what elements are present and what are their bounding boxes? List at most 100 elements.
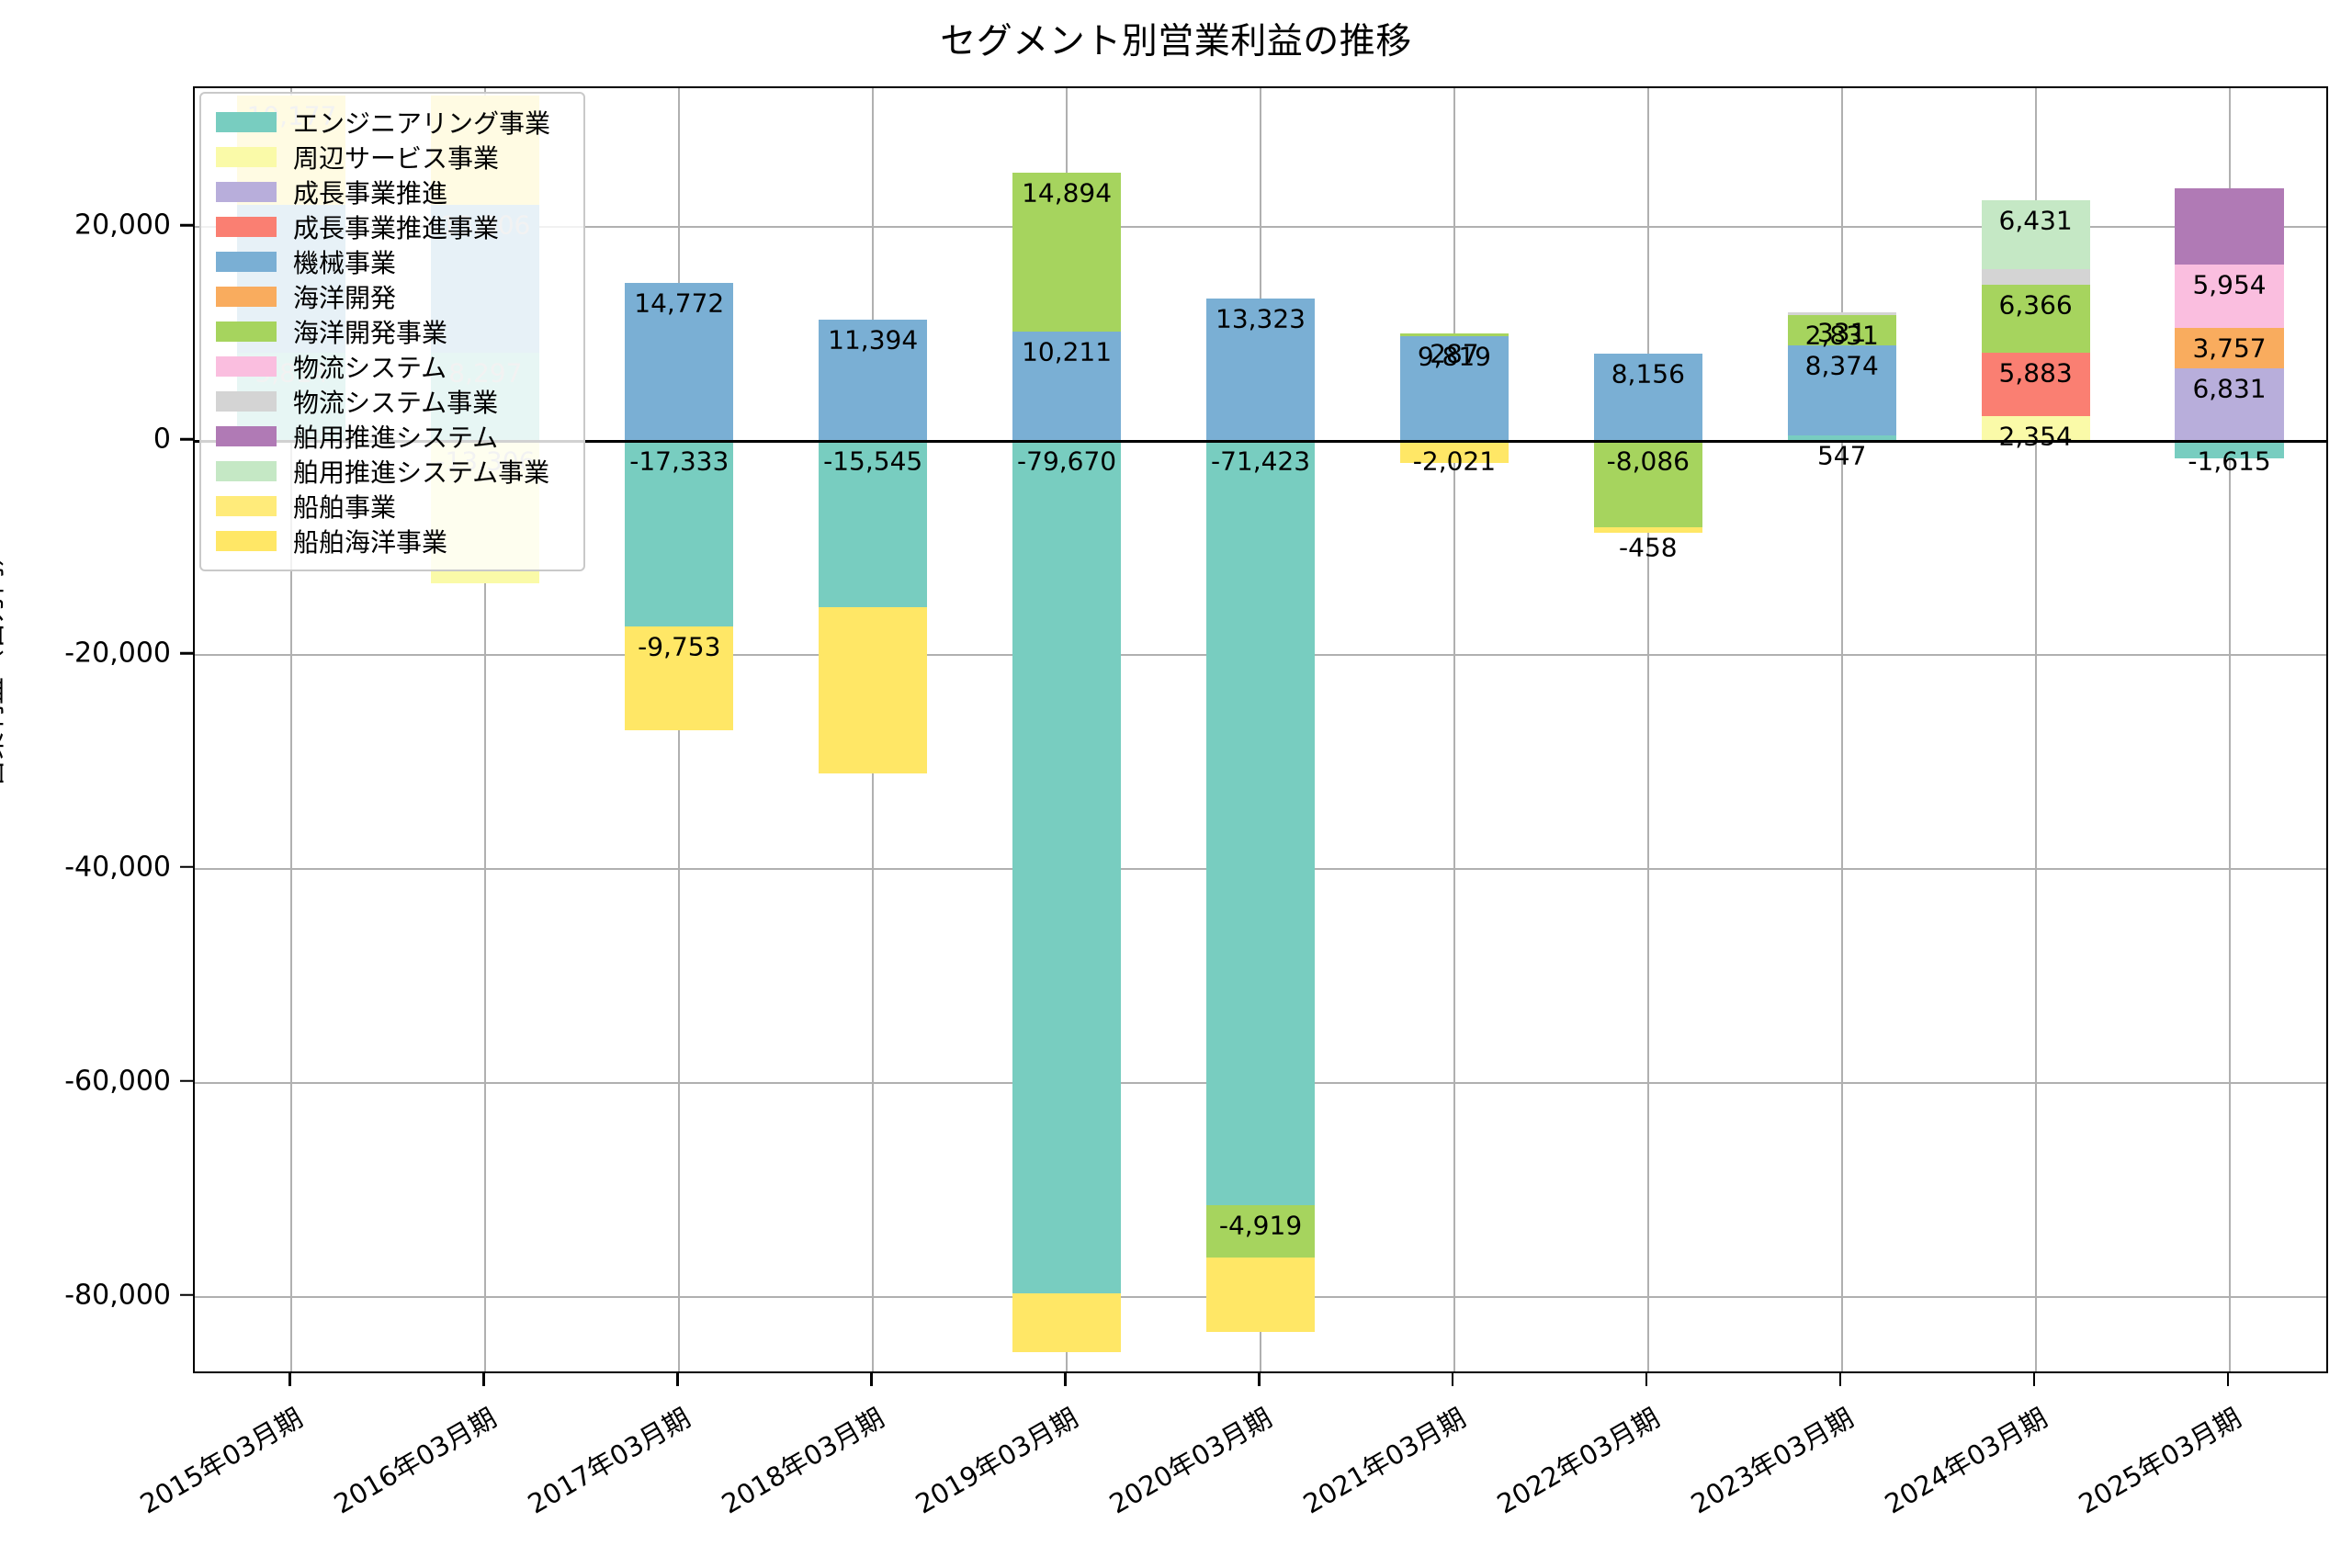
- bar-segment: [2175, 441, 2284, 458]
- legend-item-1[interactable]: 周辺サービス事業: [216, 140, 571, 175]
- bar-segment: [1205, 1257, 1316, 1333]
- legend-item-9[interactable]: 舶用推進システム: [216, 419, 571, 454]
- legend-item-label: 物流システム事業: [293, 388, 499, 418]
- bar-segment: [1399, 441, 1509, 463]
- bar-segment: [1012, 441, 1122, 1293]
- bar-segment: [819, 319, 928, 442]
- legend-item-3[interactable]: 成長事業推進事業: [216, 209, 571, 244]
- legend-item-0[interactable]: エンジニアリング事業: [216, 105, 571, 140]
- page-title: セグメント別営業利益の推移: [940, 21, 1412, 62]
- y-tick-mark: [180, 224, 193, 227]
- bar-segment: [1012, 1292, 1122, 1352]
- legend-item-label: エンジニアリング事業: [293, 108, 551, 139]
- bar-segment: [1787, 315, 1896, 346]
- legend-swatch-icon: [216, 426, 277, 446]
- legend-item-label: 船舶海洋事業: [293, 527, 448, 558]
- x-tick-mark: [482, 1373, 485, 1386]
- bar-segment: [1205, 299, 1316, 442]
- legend-item-4[interactable]: 機械事業: [216, 244, 571, 279]
- legend-swatch-icon: [216, 217, 277, 237]
- y-tick-label: -40,000: [64, 851, 171, 884]
- legend-item-label: 周辺サービス事業: [293, 143, 500, 174]
- legend-item-label: 舶用推進システム: [293, 423, 499, 453]
- bar-segment: [1012, 172, 1122, 333]
- legend-swatch-icon: [216, 496, 277, 516]
- legend-swatch-icon: [216, 252, 277, 272]
- legend-swatch-icon: [216, 147, 277, 167]
- bar-segment: [819, 607, 928, 773]
- bar-segment: [1593, 441, 1702, 528]
- bar-segment: [1981, 285, 2090, 354]
- bar-segment: [1399, 333, 1509, 336]
- legend-swatch-icon: [216, 356, 277, 377]
- legend-item-7[interactable]: 物流システム: [216, 349, 571, 384]
- y-tick-label: -60,000: [64, 1065, 171, 1098]
- legend-swatch-icon: [216, 112, 277, 132]
- bar-segment: [625, 441, 734, 626]
- legend-swatch-icon: [216, 321, 277, 342]
- legend-swatch-icon: [216, 461, 277, 481]
- legend-item-label: 海洋開発: [293, 283, 397, 313]
- legend-item-label: 舶用推進システム事業: [293, 457, 550, 488]
- legend-item-6[interactable]: 海洋開発事業: [216, 314, 571, 349]
- bar-segment: [625, 283, 734, 442]
- bar-segment: [819, 441, 928, 608]
- legend-swatch-icon: [216, 182, 277, 202]
- legend-item-2[interactable]: 成長事業推進: [216, 175, 571, 209]
- x-tick-mark: [1451, 1373, 1454, 1386]
- bar-segment: [1593, 527, 1702, 533]
- y-tick-label: 0: [153, 423, 171, 456]
- bar-segment: [2175, 367, 2284, 442]
- bar-segment: [1399, 335, 1509, 442]
- legend-item-11[interactable]: 船舶事業: [216, 489, 571, 524]
- bar-segment: [625, 626, 734, 731]
- legend-item-5[interactable]: 海洋開発: [216, 279, 571, 314]
- x-tick-mark: [2226, 1373, 2230, 1386]
- legend-item-label: 船舶事業: [293, 492, 397, 523]
- y-tick-label: 20,000: [74, 209, 171, 242]
- y-tick-mark: [180, 1293, 193, 1296]
- gridline-vertical: [1840, 88, 1843, 1371]
- bar-segment: [1981, 415, 2090, 442]
- legend-swatch-icon: [216, 287, 277, 307]
- gridline-vertical: [484, 88, 487, 1371]
- bar-segment: [2175, 327, 2284, 368]
- x-tick-mark: [1064, 1373, 1067, 1386]
- y-tick-mark: [180, 651, 193, 655]
- bar-segment: [1981, 269, 2090, 286]
- chart-legend: エンジニアリング事業 周辺サービス事業 成長事業推進 成長事業推進事業機械事業海洋開発…: [199, 92, 585, 571]
- legend-swatch-icon: [216, 531, 277, 551]
- x-tick-mark: [288, 1373, 291, 1386]
- legend-item-label: 物流システム: [293, 353, 447, 383]
- bar-segment: [1787, 434, 1896, 442]
- x-tick-mark: [1258, 1373, 1261, 1386]
- bar-segment: [1787, 345, 1896, 435]
- x-tick-mark: [2032, 1373, 2036, 1386]
- gridline-vertical: [2034, 88, 2037, 1371]
- legend-item-12[interactable]: 船舶海洋事業: [216, 524, 571, 558]
- y-tick-mark: [180, 1079, 193, 1082]
- legend-swatch-icon: [216, 391, 277, 412]
- legend-item-label: 機械事業: [293, 248, 397, 278]
- y-tick-label: -80,000: [64, 1279, 171, 1311]
- bar-segment: [1593, 354, 1702, 442]
- x-tick-mark: [1645, 1373, 1648, 1386]
- x-tick-mark: [1838, 1373, 1842, 1386]
- y-tick-label: -20,000: [64, 637, 171, 670]
- bar-segment: [1981, 353, 2090, 416]
- bar-segment: [1205, 441, 1316, 1205]
- bar-segment: [2175, 264, 2284, 328]
- legend-item-8[interactable]: 物流システム事業: [216, 384, 571, 419]
- gridline-vertical: [290, 88, 293, 1371]
- bar-segment: [1205, 1204, 1316, 1258]
- gridline-vertical: [2228, 88, 2231, 1371]
- legend-item-10[interactable]: 舶用推進システム事業: [216, 454, 571, 489]
- bar-segment: [1012, 332, 1122, 442]
- legend-item-label: 海洋開発事業: [293, 318, 448, 348]
- bar-segment: [2175, 187, 2284, 265]
- zero-axis-line: [195, 439, 2326, 443]
- y-tick-mark: [180, 437, 193, 441]
- x-tick-mark: [870, 1373, 873, 1386]
- legend-item-label: 成長事業推進: [293, 178, 448, 209]
